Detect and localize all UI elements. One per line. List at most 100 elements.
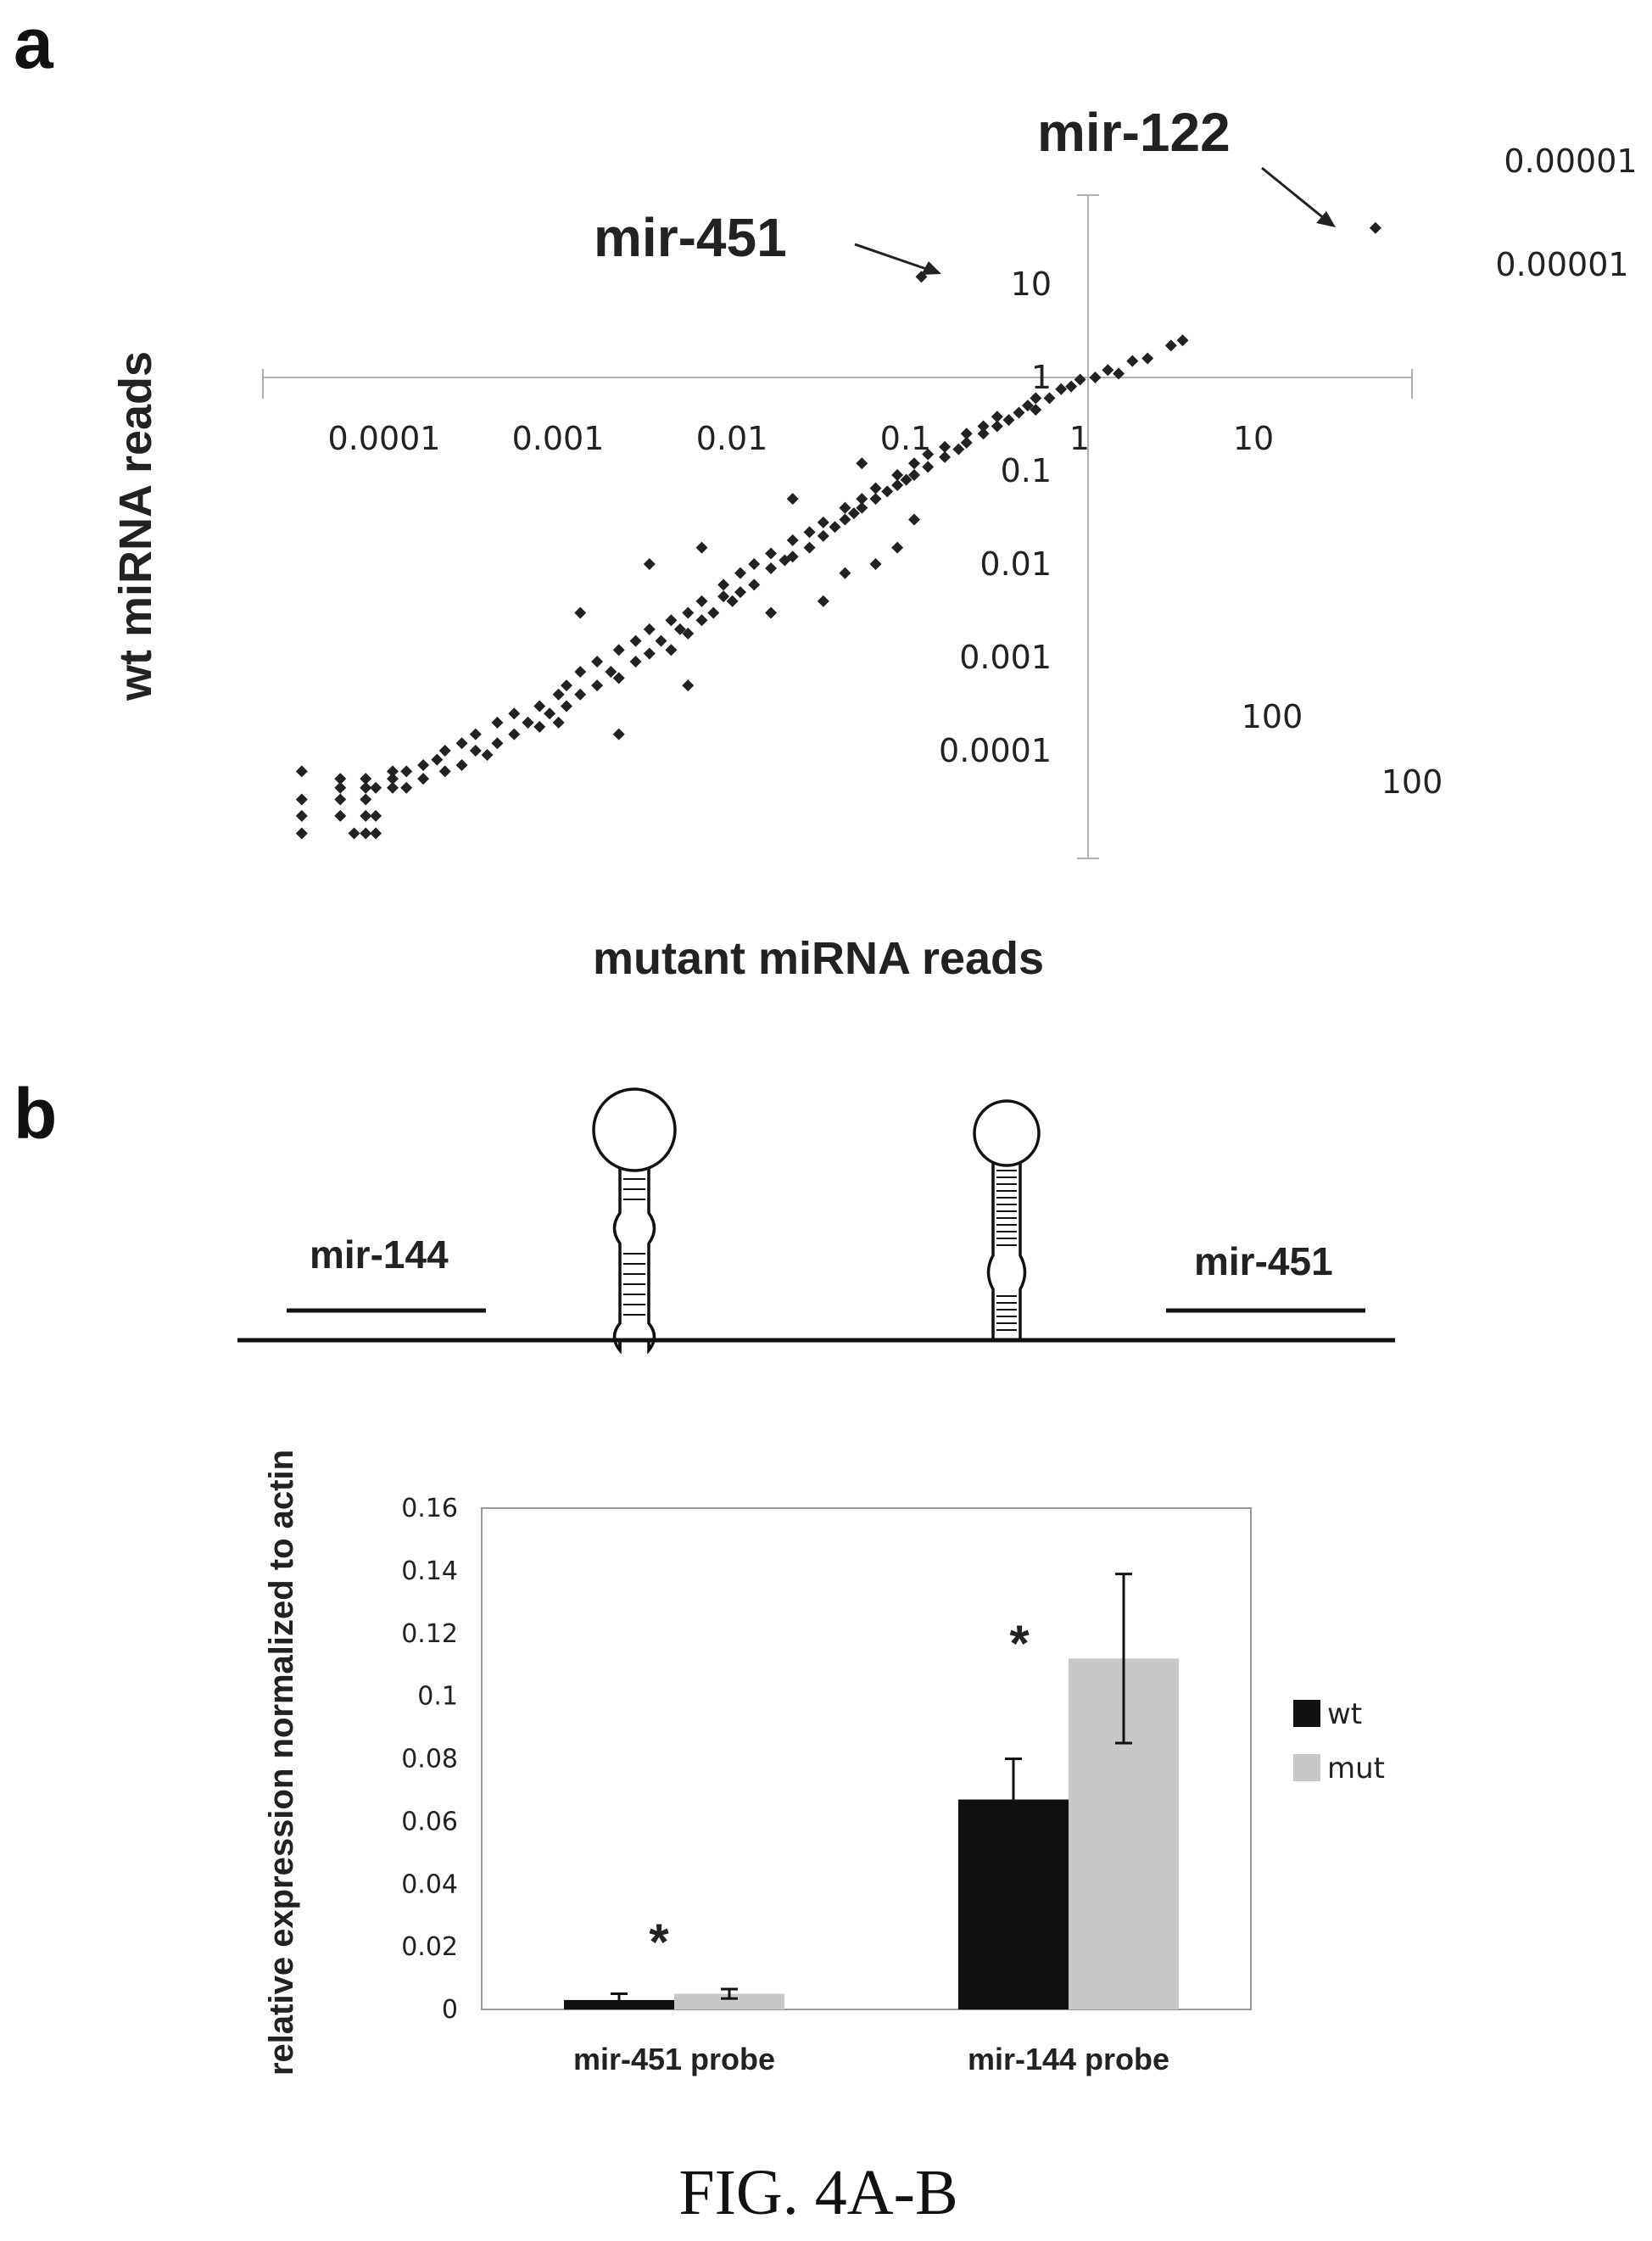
scatter-point [295,809,308,822]
scatter-point [438,765,451,778]
bar-chart: 0.16 0.14 0.12 0.1 0.08 0.06 0.04 0.02 0 mir-451… [263,1450,1385,2076]
scatter-point [334,773,347,785]
scatter-point [786,493,799,506]
scatter-point [707,606,720,619]
scatter-point [431,753,444,766]
scatter-point [629,634,642,647]
panel-b-letter: b [14,1074,57,1154]
scatter-point [1065,380,1078,393]
scatter-point [522,716,534,729]
scatter-point [1089,372,1102,383]
scatter-point [508,707,521,720]
bar-bars [564,1573,1179,2009]
scatter-point [869,493,882,506]
scatter-point [891,479,904,492]
scatter-x-tick-label: 0.0001 [328,420,441,457]
scatter-point [682,606,695,619]
scatter-point [1141,352,1154,365]
scatter-point [1030,404,1042,416]
scatter-point [922,461,935,473]
scatter-point [839,513,851,526]
scatter-point [491,737,504,750]
scatter-point [334,809,347,822]
scatter-point [1126,355,1139,367]
scatter-point [387,765,399,778]
legend-swatch-wt [1293,1700,1320,1727]
stray-tick-label: 0.00001 [1504,143,1637,180]
scatter-point [665,644,678,657]
scatter-point [655,634,667,647]
scatter-point [334,793,347,806]
bar-category-label: mir-144 probe [968,2042,1169,2076]
scatter-point [765,547,778,560]
scatter-point [370,781,382,794]
scatter-point [370,827,382,840]
bar-y-tick-label: 0.14 [401,1556,458,1586]
scatter-point [869,558,882,570]
arrowhead-icon [1316,211,1336,227]
panel-a-letter: a [14,3,54,83]
scatter-point [1074,373,1086,386]
scatter-point [1369,221,1381,234]
scatter-point [1021,400,1034,412]
scatter-point [1113,367,1125,380]
scatter-point [469,728,482,740]
scatter-x-tick-label: 10 [1233,420,1274,457]
scatter-point [908,469,920,482]
scatter-point [839,567,851,579]
scatter-point [786,550,799,563]
scatter-point [960,436,973,449]
bar-category-labels: mir-451 probe mir-144 probe [573,2042,1169,2076]
scatter-point [455,737,468,750]
scatter-point [481,749,494,762]
scatter-point [869,482,882,495]
figure-caption: FIG. 4A-B [678,2157,957,2228]
scatter-point [817,595,829,607]
bar-y-tick-label: 0.1 [417,1682,458,1712]
scatter-point [1055,383,1068,395]
scatter-point [612,644,625,657]
scatter-point [1013,406,1025,419]
scatter-point [387,773,399,785]
scatter-point [591,656,604,668]
scatter-point [803,541,816,554]
scatter-x-axis-title: mutant miRNA reads [593,933,1044,984]
scatter-point [491,716,504,729]
scatter-point [765,606,778,619]
scatter-point [695,614,708,627]
scatter-point [561,679,572,692]
scatter-point [695,595,708,607]
bar-y-tick-label: 0.04 [401,1869,458,1899]
scatter-point [900,473,913,486]
scatter-point [387,781,399,794]
scatter-y-tick-label: 0.1 [1001,452,1052,489]
scatter-point [561,700,572,713]
scatter-point [455,759,468,772]
scatter-point [726,595,739,607]
scatter-point [856,501,868,514]
hairpin-2 [973,1099,1041,1340]
scatter-point [939,450,952,463]
scatter-point [881,485,894,498]
arrowhead-icon [921,261,941,275]
bar-y-tick-label: 0.08 [401,1745,458,1774]
scatter-point [591,679,604,692]
scatter-point [360,827,372,840]
bar-y-tick-label: 0.06 [401,1807,458,1836]
scatter-point [908,513,920,526]
bar-y-tick-label: 0.02 [401,1932,458,1962]
scatter-point [438,745,451,757]
stray-tick-label: 100 [1242,698,1303,735]
scatter-point [960,428,973,440]
legend-swatch-mut [1293,1754,1320,1781]
legend-label-wt: wt [1327,1697,1362,1731]
scatter-point [977,420,990,433]
scatter-point [1002,414,1015,427]
scatter-point [1176,334,1189,347]
scatter-point [360,781,372,794]
scatter-point [574,606,587,619]
gene-diagram: mir-144 mir-451 [237,1087,1395,1355]
scatter-point [695,541,708,554]
annotation-arrow-mir-451 [854,243,929,271]
scatter-point [717,578,730,591]
